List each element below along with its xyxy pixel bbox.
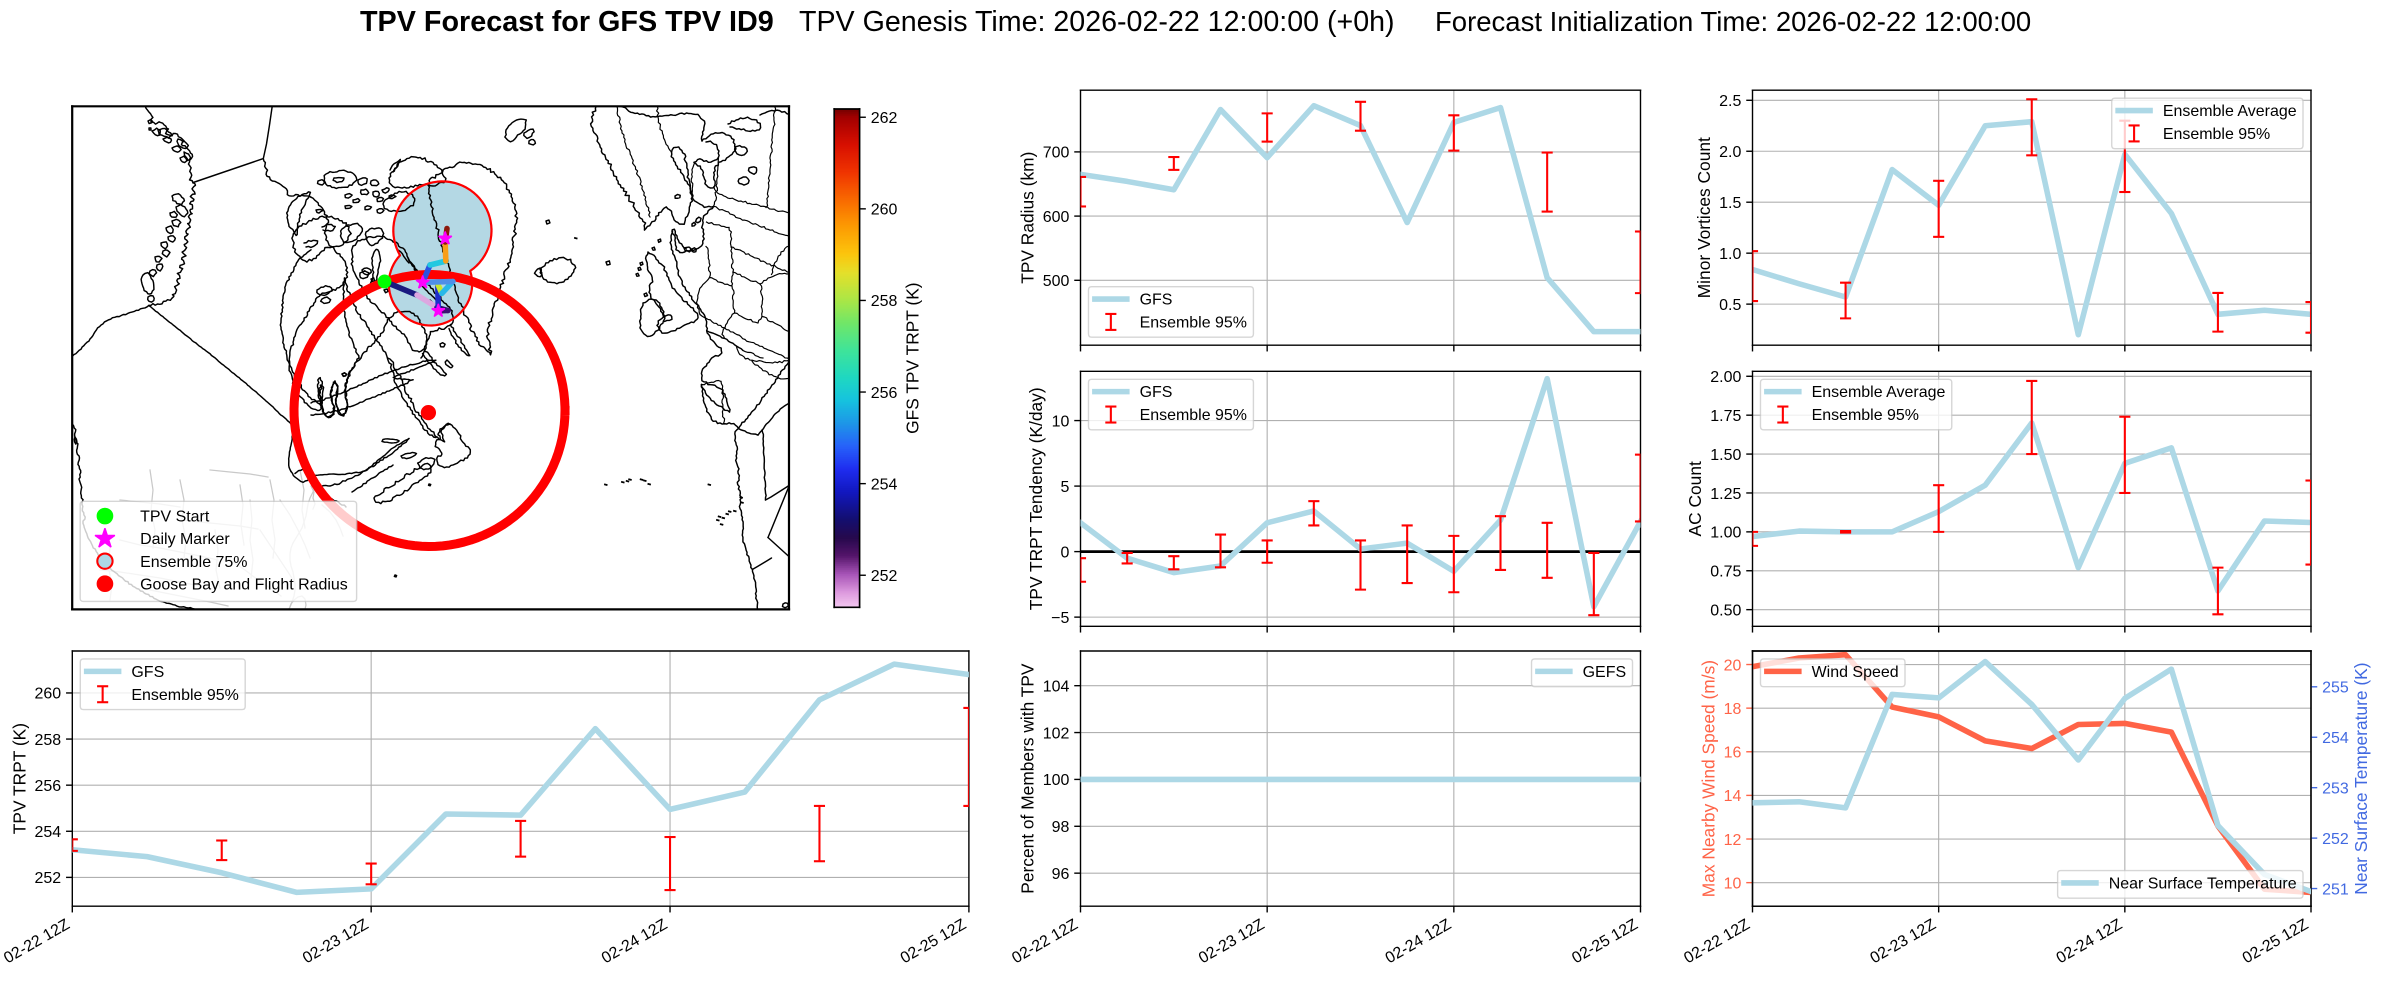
- svg-text:Ensemble Average: Ensemble Average: [1812, 384, 1946, 401]
- svg-text:Ensemble 95%: Ensemble 95%: [1812, 407, 1919, 424]
- svg-text:104: 104: [1043, 678, 1070, 695]
- svg-text:−5: −5: [1051, 610, 1069, 627]
- svg-text:Ensemble Average: Ensemble Average: [2163, 103, 2297, 120]
- svg-text:256: 256: [871, 385, 898, 402]
- svg-text:254: 254: [871, 476, 898, 493]
- svg-text:TPV TRPT (K): TPV TRPT (K): [9, 723, 29, 834]
- svg-text:GFS TPV TRPT (K): GFS TPV TRPT (K): [902, 282, 922, 433]
- svg-text:1.25: 1.25: [1710, 486, 1741, 503]
- svg-text:12: 12: [1724, 832, 1742, 849]
- svg-text:0.5: 0.5: [1719, 297, 1741, 314]
- svg-text:16: 16: [1724, 745, 1742, 762]
- svg-text:GEFS: GEFS: [1583, 664, 1626, 681]
- svg-text:260: 260: [35, 686, 62, 703]
- svg-text:98: 98: [1052, 819, 1070, 836]
- svg-text:0.75: 0.75: [1710, 564, 1741, 581]
- svg-text:252: 252: [2322, 831, 2349, 848]
- svg-text:5: 5: [1060, 479, 1069, 496]
- svg-text:1.0: 1.0: [1719, 246, 1741, 263]
- svg-text:Near Surface Temperature: Near Surface Temperature: [2109, 876, 2297, 893]
- svg-text:Ensemble 95%: Ensemble 95%: [1140, 315, 1247, 332]
- svg-text:10: 10: [1724, 875, 1742, 892]
- svg-text:258: 258: [35, 732, 62, 749]
- svg-text:TPV Start: TPV Start: [140, 509, 210, 526]
- svg-text:20: 20: [1724, 657, 1742, 674]
- svg-text:AC Count: AC Count: [1685, 461, 1705, 536]
- svg-text:252: 252: [871, 568, 898, 585]
- svg-text:Minor Vortices Count: Minor Vortices Count: [1694, 137, 1714, 298]
- svg-text:258: 258: [871, 293, 898, 310]
- svg-text:Forecast Initialization Time:: Forecast Initialization Time: 2026-02-22…: [1435, 6, 2031, 37]
- svg-text:TPV TRPT Tendency (K/day): TPV TRPT Tendency (K/day): [1026, 387, 1046, 610]
- svg-text:700: 700: [1043, 145, 1070, 162]
- svg-text:TPV Radius (km): TPV Radius (km): [1018, 152, 1038, 284]
- svg-text:251: 251: [2322, 881, 2349, 898]
- svg-text:254: 254: [2322, 730, 2349, 747]
- svg-text:1.5: 1.5: [1719, 195, 1741, 212]
- svg-text:252: 252: [35, 870, 62, 887]
- svg-text:100: 100: [1043, 772, 1070, 789]
- svg-text:0: 0: [1060, 544, 1069, 561]
- svg-text:262: 262: [871, 110, 898, 127]
- svg-text:96: 96: [1052, 866, 1070, 883]
- svg-text:TPV Forecast for GFS TPV ID9: TPV Forecast for GFS TPV ID9: [360, 6, 774, 38]
- svg-text:GFS: GFS: [1140, 292, 1173, 309]
- svg-text:600: 600: [1043, 209, 1070, 226]
- svg-text:Near Surface Temperature (K): Near Surface Temperature (K): [2351, 662, 2371, 894]
- svg-text:500: 500: [1043, 273, 1070, 290]
- svg-text:0.50: 0.50: [1710, 602, 1741, 619]
- svg-text:10: 10: [1052, 413, 1070, 430]
- svg-text:Goose Bay and Flight Radius: Goose Bay and Flight Radius: [140, 576, 348, 593]
- svg-text:Ensemble 95%: Ensemble 95%: [2163, 126, 2270, 143]
- svg-text:Daily Marker: Daily Marker: [140, 531, 230, 548]
- svg-text:GFS: GFS: [131, 664, 164, 681]
- svg-text:256: 256: [35, 778, 62, 795]
- svg-text:Max Nearby Wind Speed (m/s): Max Nearby Wind Speed (m/s): [1698, 660, 1718, 897]
- svg-text:18: 18: [1724, 701, 1742, 718]
- svg-text:2.0: 2.0: [1719, 144, 1741, 161]
- svg-text:102: 102: [1043, 725, 1070, 742]
- svg-text:254: 254: [35, 824, 62, 841]
- svg-text:Percent of Members with TPV: Percent of Members with TPV: [1018, 663, 1038, 894]
- svg-text:2.00: 2.00: [1710, 369, 1741, 386]
- svg-text:Ensemble 95%: Ensemble 95%: [1140, 407, 1247, 424]
- svg-text:1.50: 1.50: [1710, 447, 1741, 464]
- svg-text:255: 255: [2322, 680, 2349, 697]
- svg-text:260: 260: [871, 202, 898, 219]
- svg-text:GFS: GFS: [1140, 384, 1173, 401]
- svg-text:Ensemble 95%: Ensemble 95%: [131, 687, 238, 704]
- svg-text:1.75: 1.75: [1710, 408, 1741, 425]
- svg-text:1.00: 1.00: [1710, 525, 1741, 542]
- svg-text:Ensemble 75%: Ensemble 75%: [140, 554, 247, 571]
- svg-text:14: 14: [1724, 788, 1742, 805]
- svg-text:253: 253: [2322, 780, 2349, 797]
- svg-text:2.5: 2.5: [1719, 93, 1741, 110]
- svg-text:Wind Speed: Wind Speed: [1812, 664, 1899, 681]
- svg-text:TPV Genesis Time: 2026-02-22 1: TPV Genesis Time: 2026-02-22 12:00:00 (+…: [799, 6, 1395, 38]
